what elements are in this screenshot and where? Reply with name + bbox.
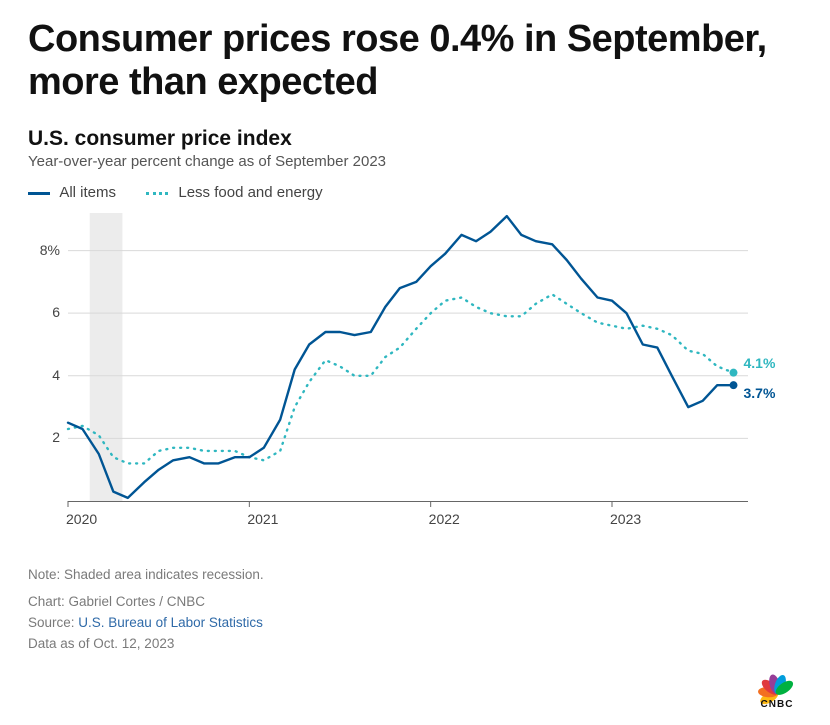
chart-subtitle: U.S. consumer price index <box>28 127 802 151</box>
source-link[interactable]: U.S. Bureau of Labor Statistics <box>78 615 263 630</box>
source-line: Source: U.S. Bureau of Labor Statistics <box>28 613 802 634</box>
legend-swatch-all-items <box>28 192 50 195</box>
chart-subdesc: Year-over-year percent change as of Sept… <box>28 153 802 170</box>
cnbc-logo: CNBC <box>744 667 810 709</box>
chart-svg <box>28 207 802 537</box>
legend-label-all-items: All items <box>59 184 116 201</box>
x-tick-label: 2023 <box>610 511 641 527</box>
legend-label-core: Less food and energy <box>178 184 322 201</box>
y-tick-label: 6 <box>28 304 60 320</box>
chart-credit: Chart: Gabriel Cortes / CNBC <box>28 592 802 613</box>
svg-text:CNBC: CNBC <box>761 699 794 709</box>
chart-card: Consumer prices rose 0.4% in September, … <box>0 0 830 725</box>
line-chart: 2 4 6 8% 2020 2021 2022 2023 3.7% 4.1% <box>28 207 802 537</box>
footer-notes: Note: Shaded area indicates recession. C… <box>28 565 802 655</box>
legend: All items Less food and energy <box>28 184 802 201</box>
x-tick-label: 2021 <box>247 511 278 527</box>
legend-swatch-core <box>146 192 168 195</box>
peacock-icon: CNBC <box>744 667 810 709</box>
note-recession: Note: Shaded area indicates recession. <box>28 565 802 586</box>
end-label-core: 4.1% <box>743 355 775 371</box>
data-asof: Data as of Oct. 12, 2023 <box>28 634 802 655</box>
y-tick-label: 4 <box>28 367 60 383</box>
y-tick-label: 8% <box>28 242 60 258</box>
end-label-all-items: 3.7% <box>743 385 775 401</box>
x-tick-label: 2022 <box>429 511 460 527</box>
y-tick-label: 2 <box>28 429 60 445</box>
x-tick-label: 2020 <box>66 511 97 527</box>
headline: Consumer prices rose 0.4% in September, … <box>28 18 802 103</box>
source-prefix: Source: <box>28 615 78 630</box>
